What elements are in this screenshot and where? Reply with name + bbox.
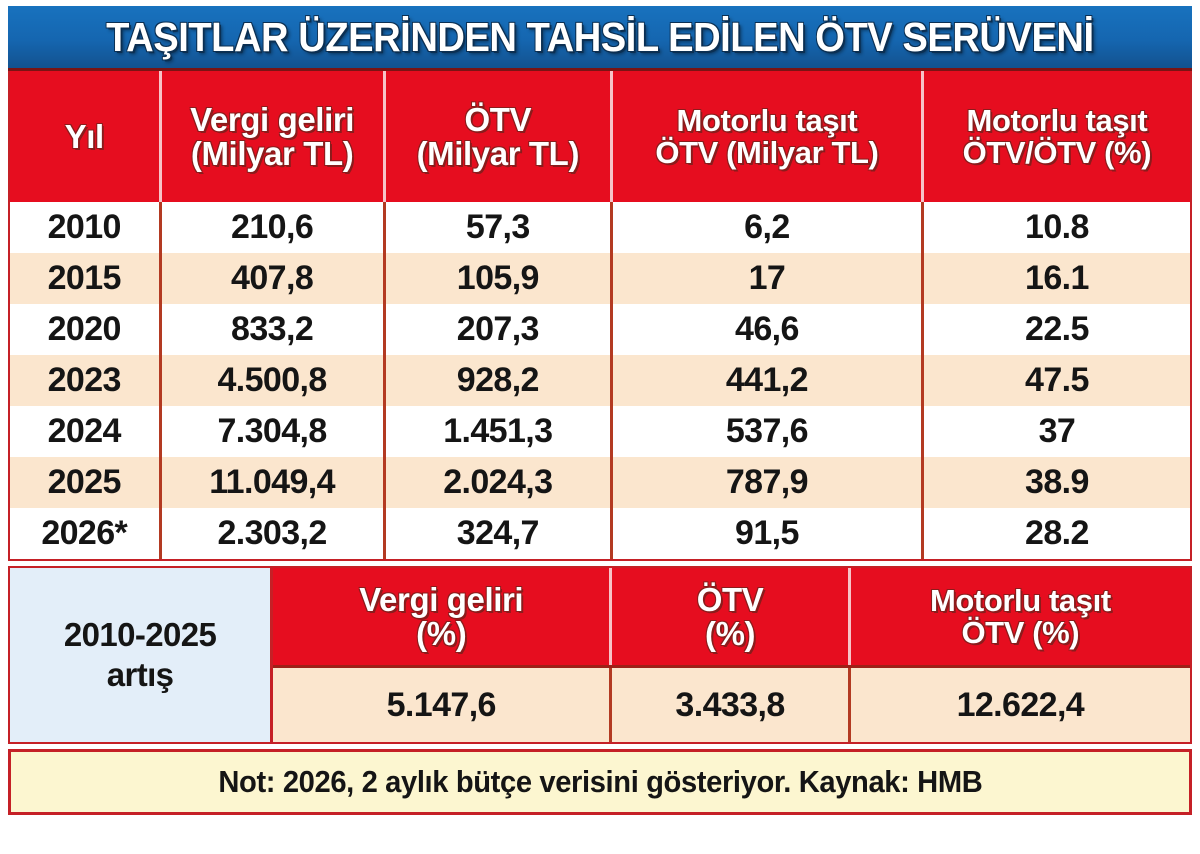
summary-header-tax-revenue-line2: (%) [416,614,467,652]
cell-otv: 57,3 [386,202,613,253]
table-row: 2023 4.500,8 928,2 441,2 47.5 [10,355,1190,406]
cell-year: 2015 [10,253,162,304]
summary-period-line1: 2010-2025 [63,616,217,654]
title-banner: TAŞITLAR ÜZERİNDEN TAHSİL EDİLEN ÖTV SER… [8,6,1192,71]
column-header-otv-line2: (Milyar TL) [416,134,580,172]
cell-tax-revenue: 2.303,2 [162,508,386,559]
summary-header-motor-vehicle-otv-line2: ÖTV (%) [961,614,1080,650]
summary-header-tax-revenue: Vergi geliri (%) [273,568,613,665]
cell-tax-revenue: 4.500,8 [162,355,386,406]
column-header-motor-vehicle-otv-line2: ÖTV (Milyar TL) [655,134,879,170]
cell-tax-revenue: 210,6 [162,202,386,253]
cell-motor-vehicle-otv-ratio: 10.8 [1025,208,1089,246]
column-header-motor-vehicle-otv-line1: Motorlu taşıt [676,102,858,138]
cell-motor-vehicle-otv-ratio: 47.5 [1025,361,1089,399]
table-row: 2024 7.304,8 1.451,3 537,6 37 [10,406,1190,457]
cell-year: 2026* [10,508,162,559]
cell-year: 2023 [10,355,162,406]
summary-header-tax-revenue-line1: Vergi geliri [359,580,524,618]
cell-motor-vehicle-otv: 537,6 [613,406,924,457]
table-row: 2020 833,2 207,3 46,6 22.5 [10,304,1190,355]
column-header-motor-vehicle-otv-ratio-line1: Motorlu taşıt [966,102,1148,138]
cell-otv: 324,7 [386,508,613,559]
cell-otv: 2.024,3 [386,457,613,508]
cell-otv: 207,3 [386,304,613,355]
summary-header-otv: ÖTV (%) [612,568,851,665]
cell-motor-vehicle-otv: 17 [613,253,924,304]
cell-otv: 1.451,3 [386,406,613,457]
main-data-table: Yıl Vergi geliri (Milyar TL) ÖTV (Milyar… [8,71,1192,561]
column-header-otv-line1: ÖTV [464,100,532,138]
cell-year: 2020 [10,304,162,355]
summary-period-label: 2010-2025 artış [10,568,274,742]
summary-header-motor-vehicle-otv-line1: Motorlu taşıt [929,582,1111,618]
cell-motor-vehicle-otv: 91,5 [613,508,924,559]
summary-header-otv-line2: (%) [704,614,756,652]
summary-table: 2010-2025 artış Vergi geliri (%) ÖTV (%)… [8,566,1192,744]
cell-motor-vehicle-otv-ratio: 28.2 [1025,514,1089,552]
cell-tax-revenue: 11.049,4 [162,457,386,508]
cell-year: 2010 [10,202,162,253]
column-header-otv: ÖTV (Milyar TL) [386,71,613,202]
cell-year: 2024 [10,406,162,457]
cell-motor-vehicle-otv-ratio: 37 [1038,412,1076,450]
table-header-row: Yıl Vergi geliri (Milyar TL) ÖTV (Milyar… [10,71,1190,202]
summary-value-tax-revenue: 5.147,6 [273,668,613,742]
table-row: 2015 407,8 105,9 17 16.1 [10,253,1190,304]
cell-motor-vehicle-otv: 441,2 [613,355,924,406]
column-header-tax-revenue-line2: (Milyar TL) [190,134,354,172]
column-header-year: Yıl [10,71,162,202]
summary-header-row: Vergi geliri (%) ÖTV (%) Motorlu taşıt Ö… [273,568,1190,668]
cell-motor-vehicle-otv: 46,6 [613,304,924,355]
cell-motor-vehicle-otv-ratio: 38.9 [1025,463,1089,501]
footnote-text: Not: 2026, 2 aylık bütçe verisini göster… [217,764,983,799]
cell-motor-vehicle-otv-ratio: 16.1 [1025,259,1089,297]
summary-header-motor-vehicle-otv: Motorlu taşıt ÖTV (%) [851,568,1190,665]
page-title: TAŞITLAR ÜZERİNDEN TAHSİL EDİLEN ÖTV SER… [106,13,1094,60]
cell-tax-revenue: 7.304,8 [162,406,386,457]
column-header-motor-vehicle-otv-ratio: Motorlu taşıt ÖTV/ÖTV (%) [924,71,1190,202]
table-row: 2010 210,6 57,3 6,2 10.8 [10,202,1190,253]
cell-otv: 928,2 [386,355,613,406]
summary-value-row: 5.147,6 3.433,8 12.622,4 [273,668,1190,742]
column-header-tax-revenue: Vergi geliri (Milyar TL) [162,71,386,202]
summary-value-motor-vehicle-otv: 12.622,4 [956,685,1085,724]
cell-tax-revenue: 833,2 [162,304,386,355]
cell-year: 2025 [10,457,162,508]
summary-value-otv: 3.433,8 [612,668,851,742]
cell-motor-vehicle-otv-ratio: 22.5 [1025,310,1089,348]
summary-period-line2: artış [106,656,174,693]
column-header-motor-vehicle-otv: Motorlu taşıt ÖTV (Milyar TL) [613,71,924,202]
summary-right-panel: Vergi geliri (%) ÖTV (%) Motorlu taşıt Ö… [273,568,1190,742]
column-header-motor-vehicle-otv-ratio-line2: ÖTV/ÖTV (%) [962,134,1152,170]
column-header-year-line1: Yıl [64,117,105,155]
cell-tax-revenue: 407,8 [162,253,386,304]
table-row: 2026* 2.303,2 324,7 91,5 28.2 [10,508,1190,559]
cell-otv: 105,9 [386,253,613,304]
column-header-tax-revenue-line1: Vergi geliri [190,100,355,138]
footnote-bar: Not: 2026, 2 aylık bütçe verisini göster… [8,749,1192,815]
table-row: 2025 11.049,4 2.024,3 787,9 38.9 [10,457,1190,508]
cell-motor-vehicle-otv: 787,9 [613,457,924,508]
summary-header-otv-line1: ÖTV [696,580,764,618]
cell-motor-vehicle-otv: 6,2 [613,202,924,253]
